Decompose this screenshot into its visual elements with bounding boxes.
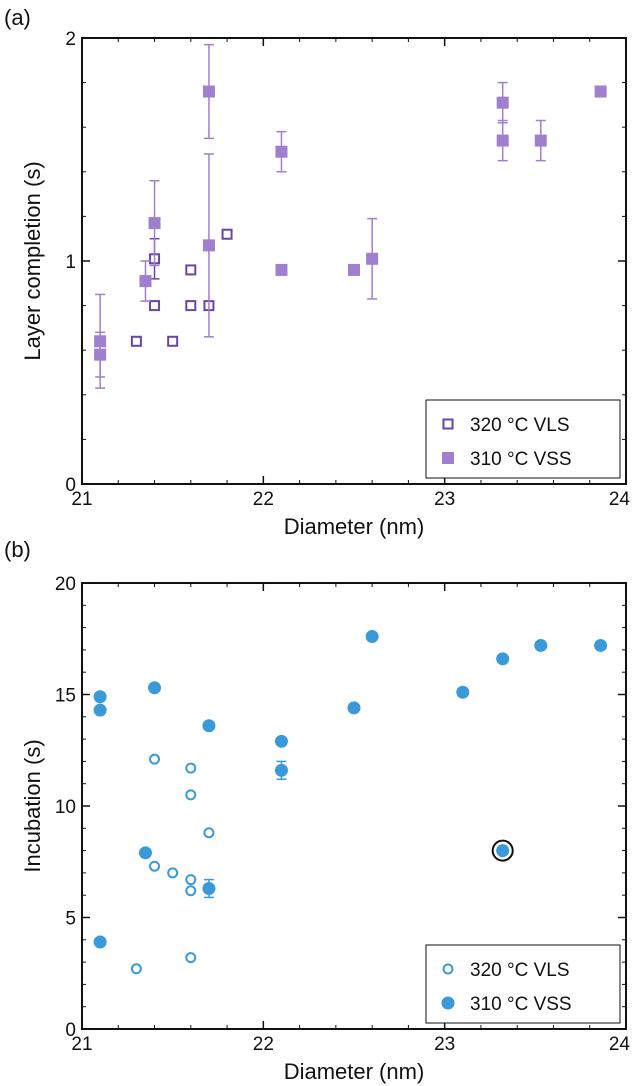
data-point: [130, 963, 142, 975]
series-1: [130, 228, 233, 347]
y-tick-label: 15: [55, 686, 76, 707]
y-axis-title: Incubation (s): [20, 739, 45, 872]
data-point: [203, 827, 215, 839]
x-tick-label: 21: [71, 1034, 92, 1055]
data-point: [185, 789, 197, 801]
legend-marker: [442, 963, 454, 975]
chart-panel-a: (a) 21 22 23 24 0 1 2 Diameter (nm) Layer complet…: [4, 5, 630, 539]
legend-box: [425, 399, 621, 479]
series-2: [93, 630, 608, 949]
data-point: [347, 701, 361, 715]
y-tick-label: 2: [65, 29, 76, 50]
data-point: [149, 300, 161, 312]
data-point: [185, 952, 197, 964]
legend-marker: [442, 452, 454, 464]
data-point: [594, 638, 608, 652]
data-point: [93, 690, 107, 704]
x-axis-title: Diameter (nm): [284, 514, 425, 539]
y-axis-title: Layer completion (s): [20, 161, 45, 360]
y-tick-label: 0: [65, 475, 76, 496]
data-point: [149, 753, 161, 765]
data-point: [185, 885, 197, 897]
data-point: [185, 874, 197, 886]
data-point: [496, 134, 509, 147]
data-point: [202, 239, 215, 252]
data-point: [185, 300, 197, 312]
data-point: [148, 217, 161, 230]
legend-label: 320 °C VLS: [470, 960, 570, 981]
data-point: [534, 638, 548, 652]
data-point: [202, 719, 216, 733]
legend-label: 320 °C VLS: [470, 415, 570, 436]
data-point: [496, 652, 510, 666]
data-point: [93, 703, 107, 717]
y-tick-label: 20: [55, 574, 76, 595]
legend-label: 310 °C VSS: [470, 994, 572, 1015]
data-point: [366, 252, 379, 265]
data-point: [274, 763, 288, 777]
x-tick-label: 22: [253, 1034, 274, 1055]
data-point: [138, 846, 152, 860]
data-point: [167, 335, 179, 347]
y-tick-label: 0: [65, 1020, 76, 1041]
legend-marker: [442, 418, 454, 430]
data-point: [221, 228, 233, 240]
data-point: [148, 681, 162, 695]
data-point: [167, 867, 179, 879]
data-point: [94, 348, 107, 361]
data-point: [496, 96, 509, 109]
data-point: [456, 685, 470, 699]
series-2: [94, 43, 607, 389]
data-point: [139, 275, 152, 288]
data-point: [275, 145, 288, 158]
data-point: [594, 85, 607, 98]
data-point: [534, 134, 547, 147]
data-point: [275, 263, 288, 276]
series-1: [130, 753, 215, 975]
legend-label: 310 °C VSS: [470, 449, 572, 470]
data-point: [348, 263, 360, 276]
x-tick-label: 21: [71, 489, 92, 510]
data-point: [130, 335, 142, 347]
x-tick-label: 24: [609, 1034, 631, 1055]
x-tick-label: 23: [434, 489, 455, 510]
panel-label: (a): [4, 5, 31, 30]
data-point: [274, 734, 288, 748]
data-point: [496, 844, 510, 858]
x-tick-label: 23: [434, 1034, 455, 1055]
x-tick-label: 24: [609, 489, 631, 510]
y-tick-label: 10: [55, 797, 76, 818]
data-point: [202, 85, 215, 98]
data-point: [202, 882, 216, 896]
legend-box: [425, 944, 621, 1024]
data-point: [149, 860, 161, 872]
legend: 320 °C VLS 310 °C VSS: [425, 944, 621, 1024]
panel-label: (b): [4, 537, 31, 562]
x-axis-title: Diameter (nm): [284, 1059, 425, 1084]
y-tick-label: 5: [65, 909, 76, 930]
highlight-ring: [491, 839, 514, 862]
data-point: [365, 630, 379, 644]
legend: 320 °C VLS 310 °C VSS: [425, 399, 621, 479]
data-point: [185, 264, 197, 276]
legend-marker: [441, 996, 455, 1010]
x-tick-label: 22: [253, 489, 274, 510]
data-point: [93, 935, 107, 949]
y-tick-label: 1: [65, 252, 76, 273]
data-point: [185, 762, 197, 774]
chart-panel-b: (b) 21 22 23 24 0 5 10 15 20 Diameter (nm) Incubati…: [4, 537, 630, 1084]
